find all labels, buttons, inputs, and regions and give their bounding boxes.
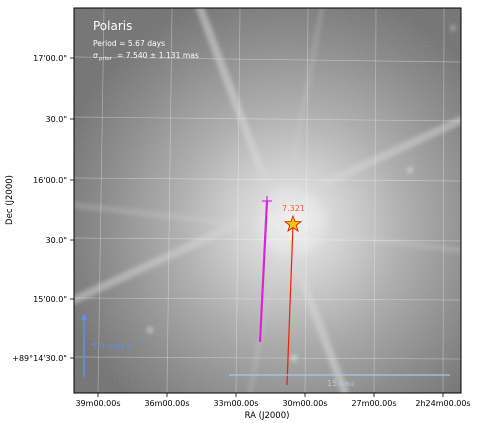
distance-scale-bar: 15 kau (229, 374, 450, 388)
plot-frame (73, 7, 462, 394)
star-name: Polaris (93, 19, 132, 33)
x-tick-label: 33m00.00s (213, 399, 258, 408)
x-tick-label: 36m00.00s (144, 399, 189, 408)
x-axis-title: RA (J2000) (245, 411, 290, 421)
sigma-symbol: σ (93, 51, 98, 60)
y-tick-label: 16'00.0" (33, 176, 67, 185)
y-tick-labels: 17'00.0" 30.0" 16'00.0" 30.0" 15'00.0" +… (12, 54, 67, 363)
x-tick-label: 2h24m00.00s (415, 399, 470, 408)
epoch-label: 7.321 (282, 204, 305, 213)
sigma-subscript: prior (99, 56, 113, 62)
motion-scale-label: 5.0 mas a (92, 342, 132, 351)
y-tick-label: +89°14'30.0" (12, 354, 67, 363)
period-text: Period = 5.67 days (93, 39, 165, 48)
motion-scale-bar: 5.0 mas a −1 (81, 313, 142, 377)
distance-scale-label: 15 kau (327, 379, 354, 388)
coordinate-grid (74, 8, 461, 393)
tick-marks (70, 57, 444, 397)
x-tick-label: 27m00.00s (351, 399, 396, 408)
x-tick-label: 39m00.00s (75, 399, 120, 408)
motion-scale-exponent: −1 (134, 340, 142, 346)
prior-motion-track (258, 196, 272, 343)
x-tick-labels: 39m00.00s 36m00.00s 33m00.00s 30m00.00s … (75, 399, 470, 408)
y-tick-label: 30.0" (46, 236, 68, 245)
sky-image (74, 8, 461, 393)
info-panel: Polaris Period = 5.67 days σ prior = 7.5… (93, 19, 199, 62)
sigma-value: = 7.540 ± 1.131 mas (117, 51, 199, 60)
arrow-up-icon (81, 313, 87, 320)
x-tick-label: 30m00.00s (282, 399, 327, 408)
y-tick-label: 17'00.0" (33, 54, 67, 63)
y-axis-title: Dec (J2000) (5, 175, 15, 225)
y-tick-label: 30.0" (46, 115, 68, 124)
y-tick-label: 15'00.0" (33, 295, 67, 304)
orbit-track (286, 224, 294, 386)
star-marker-icon (283, 214, 303, 233)
